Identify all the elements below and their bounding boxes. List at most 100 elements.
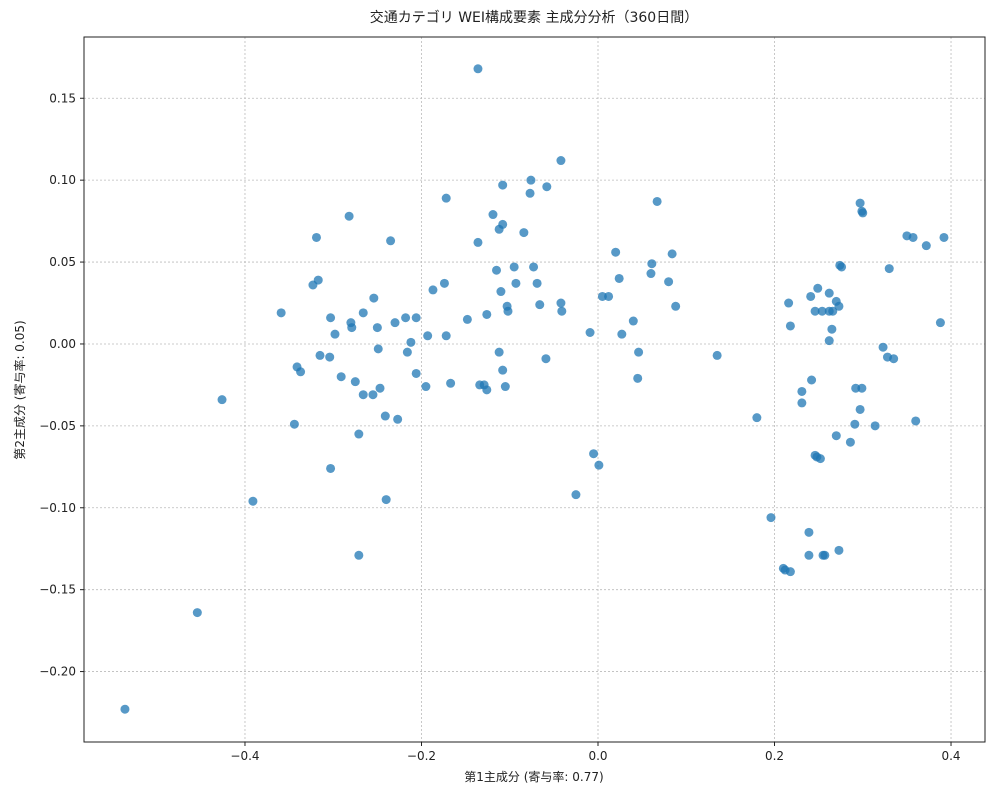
point	[858, 208, 868, 218]
point	[496, 287, 506, 297]
point	[390, 318, 400, 328]
point	[557, 306, 567, 316]
point	[921, 241, 931, 251]
y-axis-label: 第2主成分 (寄与率: 0.05)	[12, 320, 27, 459]
point	[556, 298, 566, 308]
point	[446, 378, 456, 388]
point	[804, 527, 814, 537]
point	[831, 431, 841, 441]
y-tick-label: 0.10	[49, 173, 76, 187]
point	[766, 513, 776, 523]
point	[824, 288, 834, 298]
point	[935, 318, 945, 328]
point	[884, 264, 894, 274]
point	[368, 390, 378, 400]
y-tick-label: −0.10	[39, 501, 76, 515]
point	[815, 454, 825, 464]
point	[358, 308, 368, 318]
point	[411, 313, 421, 323]
point	[311, 232, 321, 242]
y-tick-label: 0.00	[49, 337, 76, 351]
point	[752, 413, 762, 423]
point	[482, 385, 492, 395]
point	[804, 550, 814, 560]
point	[423, 331, 433, 341]
point	[482, 309, 492, 319]
point	[296, 367, 306, 377]
point	[381, 495, 391, 505]
point	[488, 210, 498, 220]
point	[393, 414, 403, 424]
point	[828, 306, 838, 316]
point	[503, 306, 513, 316]
point	[289, 419, 299, 429]
point	[492, 265, 502, 275]
y-tick-label: 0.15	[49, 91, 76, 105]
point	[855, 198, 865, 208]
point	[248, 496, 258, 506]
point	[526, 175, 536, 185]
point	[411, 368, 421, 378]
point	[604, 291, 614, 301]
point	[511, 278, 521, 288]
point	[820, 550, 830, 560]
point	[406, 337, 416, 347]
point	[354, 550, 364, 560]
point	[529, 262, 539, 272]
point	[519, 228, 529, 238]
point	[372, 323, 382, 333]
point	[813, 283, 823, 293]
point	[120, 704, 130, 714]
point	[850, 419, 860, 429]
point	[541, 354, 551, 364]
point	[276, 308, 286, 318]
point	[500, 382, 510, 392]
point	[845, 437, 855, 447]
point	[571, 490, 581, 500]
point	[712, 350, 722, 360]
point	[421, 382, 431, 392]
point	[806, 291, 816, 301]
point	[369, 293, 379, 303]
point	[889, 354, 899, 364]
y-tick-label: −0.20	[39, 665, 76, 679]
point	[373, 344, 383, 354]
y-tick-label: 0.05	[49, 255, 76, 269]
point	[525, 188, 535, 198]
y-tick-label: −0.05	[39, 419, 76, 433]
point	[402, 347, 412, 357]
point	[797, 386, 807, 396]
point	[824, 336, 834, 346]
point	[325, 352, 335, 362]
point	[494, 347, 504, 357]
point	[375, 383, 385, 393]
point	[532, 278, 542, 288]
point	[827, 324, 837, 334]
point	[535, 300, 545, 310]
point	[647, 259, 657, 269]
point	[462, 314, 472, 324]
point	[401, 313, 411, 323]
point	[857, 383, 867, 393]
point	[556, 156, 566, 166]
point	[671, 301, 681, 311]
point	[473, 237, 483, 247]
point	[784, 298, 794, 308]
point	[380, 411, 390, 421]
chart-title: 交通カテゴリ WEI構成要素 主成分分析（360日間）	[370, 9, 698, 26]
point	[498, 180, 508, 190]
point	[834, 301, 844, 311]
point	[494, 224, 504, 234]
point	[797, 398, 807, 408]
point	[308, 280, 318, 290]
point	[628, 316, 638, 326]
point	[217, 395, 227, 405]
point	[336, 372, 346, 382]
point	[911, 416, 921, 426]
point	[878, 342, 888, 352]
point	[611, 247, 621, 257]
point	[350, 377, 360, 387]
point	[354, 429, 364, 439]
point	[834, 545, 844, 555]
